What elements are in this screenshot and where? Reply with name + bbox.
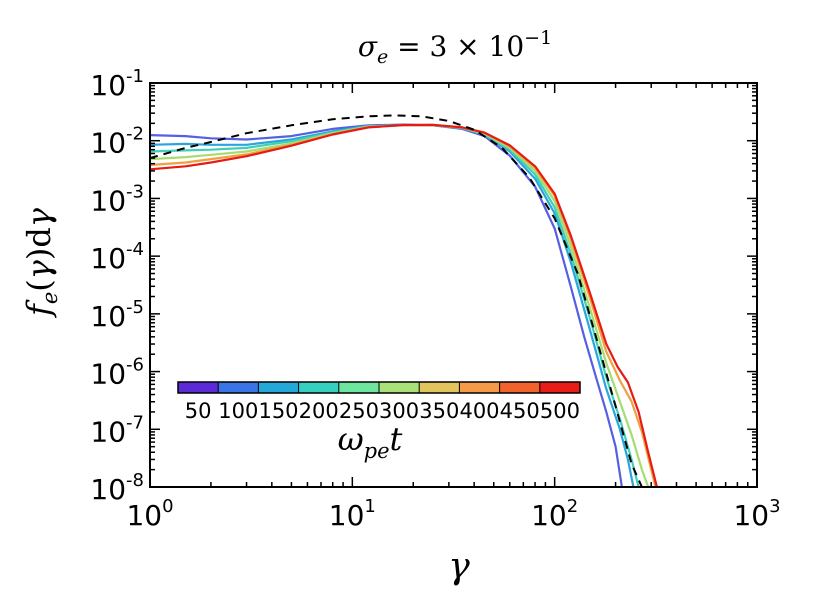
colorbar-swatch (459, 382, 500, 393)
y-tick-label: 10-1 (90, 66, 144, 102)
ylabel-open: ( (20, 279, 58, 291)
colorbar-swatch (218, 382, 259, 393)
colorbar-swatch (419, 382, 460, 393)
title-exponent: −1 (524, 27, 552, 49)
colorbar-label: ωpet (338, 420, 403, 463)
title-rest: = 3 × 10 (388, 30, 524, 63)
x-tick-label: 101 (329, 496, 376, 532)
colorbar-label-omega: ω (338, 420, 364, 458)
ylabel-gamma2: γ (20, 207, 58, 227)
chart-title: σe = 3 × 10−1 (358, 27, 552, 68)
title-symbol: σ (358, 30, 378, 63)
colorbar-tick-label: 450 (500, 399, 540, 423)
ylabel-sub: e (38, 292, 62, 304)
colorbar-swatch (178, 382, 219, 393)
colorbar-swatch (539, 382, 581, 393)
colorbar-tick-label: 500 (540, 399, 580, 423)
colorbar-label-sub: pe (364, 439, 390, 463)
ylabel-gamma: γ (20, 259, 58, 279)
y-tick-label: 10-4 (90, 239, 144, 275)
colorbar-swatch (499, 382, 541, 393)
y-tick-label: 10-3 (90, 181, 144, 217)
colorbar-tick-label: 400 (459, 399, 499, 423)
colorbar-tick-label: 200 (299, 399, 339, 423)
colorbar-label-t: t (390, 420, 403, 458)
colorbar-swatch (298, 382, 340, 393)
colorbar-swatch (379, 382, 420, 393)
y-tick-label: 10-5 (90, 297, 144, 333)
colorbar-tick-label: 150 (258, 399, 298, 423)
ylabel-d: d (20, 227, 58, 247)
series-line-0 (150, 123, 623, 487)
title-subscript: e (377, 46, 388, 68)
colorbar-swatch (258, 382, 299, 393)
colorbar-tick-label: 300 (379, 399, 419, 423)
colorbar: 50 100 150 200 250 300 350 400 450 500 (177, 381, 581, 423)
x-axis-label: γ (448, 546, 470, 587)
x-tick-label: 100 (126, 496, 173, 532)
ylabel-close: ) (20, 248, 58, 260)
colorbar-tick-label: 100 (218, 399, 258, 423)
y-tick-label: 10-7 (90, 412, 144, 448)
colorbar-swatch (338, 382, 380, 393)
y-tick-label: 10-8 (90, 470, 144, 506)
y-tick-label: 10-2 (90, 124, 144, 160)
colorbar-tick-label: 50 (185, 399, 212, 423)
ticks-layer: 100 101 102 103 10-1 10-2 10-3 10-4 10-5 10-6 10-7… (90, 66, 780, 532)
x-tick-label: 103 (733, 496, 780, 532)
series-line-dashed (150, 114, 652, 487)
series-line-5 (150, 123, 658, 487)
series-line-4 (150, 123, 657, 487)
y-axis-label: fe(γ)dγ (20, 207, 62, 318)
y-tick-label: 10-6 (90, 355, 144, 391)
series-layer (150, 114, 658, 487)
plot-frame (149, 82, 758, 488)
colorbar-tick-label: 250 (339, 399, 379, 423)
x-tick-label: 102 (531, 496, 578, 532)
colorbar-tick-label: 350 (419, 399, 459, 423)
